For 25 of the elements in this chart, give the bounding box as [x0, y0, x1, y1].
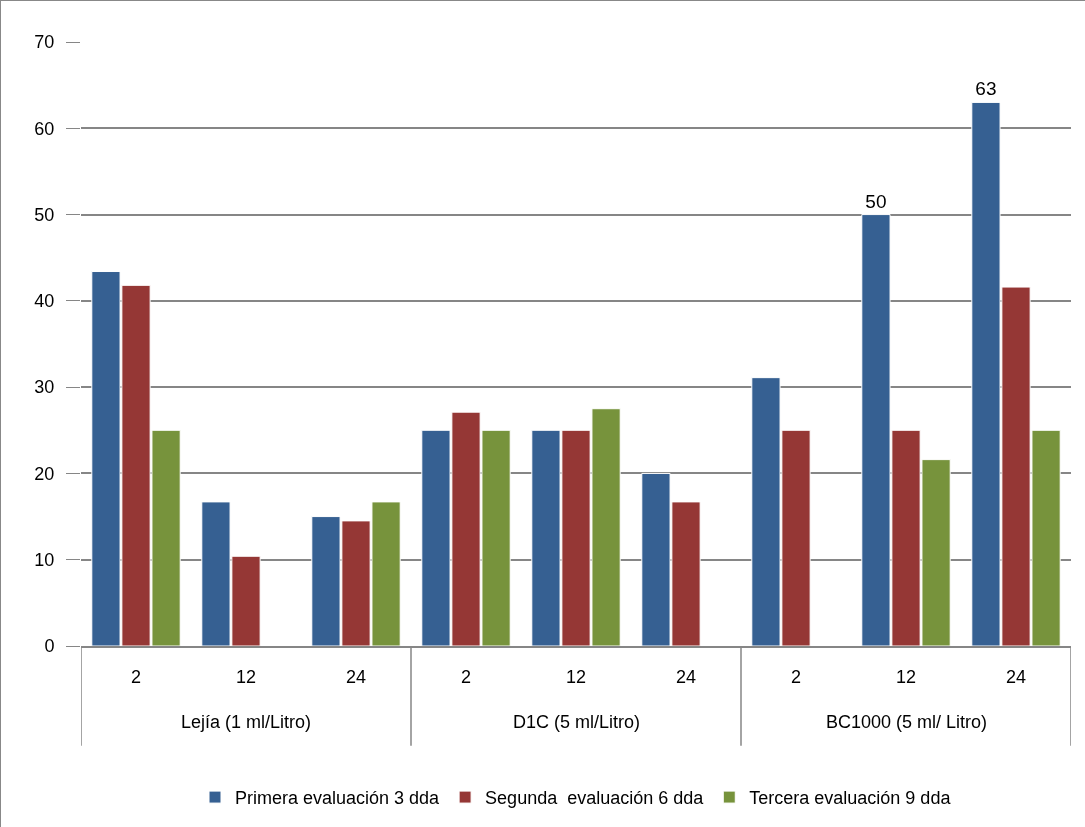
y-tick-label: 30 [34, 377, 55, 398]
legend-label: Segunda evaluación 6 dda [485, 788, 705, 809]
y-tick-label: 20 [34, 463, 55, 484]
y-tick-label: 40 [34, 291, 55, 312]
legend-label: Tercera evaluación 9 dda [749, 788, 952, 809]
y-tick-label: 50 [34, 204, 55, 225]
x-tick-label: 24 [675, 667, 697, 688]
data-label: 63 [975, 78, 997, 100]
text: Lejía (1 ml/Litro) [181, 712, 312, 732]
y-tick-label: 0 [44, 636, 55, 657]
data-label: 50 [865, 190, 887, 212]
text: D1C (5 ml/Litro) [513, 712, 641, 732]
x-tick-label: 12 [235, 667, 257, 688]
x-tick-label: 2 [460, 667, 472, 688]
x-tick-label: 12 [895, 667, 917, 688]
x-tick-label: 24 [1005, 667, 1027, 688]
y-tick-label: 10 [34, 550, 55, 571]
x-tick-label: 12 [565, 667, 587, 688]
x-tick-label: 2 [790, 667, 802, 688]
x-tick-label: 2 [130, 667, 142, 688]
y-tick-label: 60 [34, 118, 55, 139]
y-tick-label: 70 [34, 32, 55, 53]
text: BC1000 (5 ml/ Litro) [826, 712, 988, 732]
legend-label: Primera evaluación 3 dda [235, 788, 441, 809]
x-tick-label: 24 [345, 667, 367, 688]
